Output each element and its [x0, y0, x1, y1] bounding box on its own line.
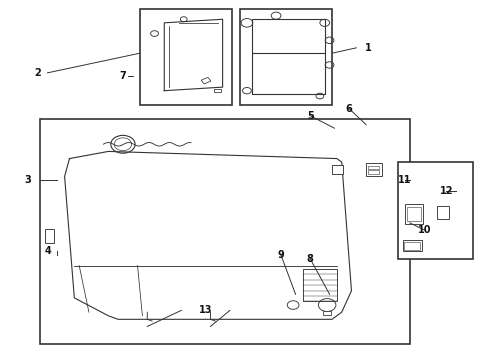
Bar	[45, 229, 54, 243]
Text: 11: 11	[397, 175, 411, 185]
Text: 1: 1	[365, 43, 371, 53]
Bar	[404, 204, 423, 224]
Bar	[368, 170, 378, 174]
Bar	[214, 89, 221, 93]
Text: 5: 5	[306, 111, 313, 121]
Text: 10: 10	[417, 225, 430, 235]
Bar	[201, 77, 210, 84]
Bar	[239, 9, 331, 105]
Text: 3: 3	[25, 175, 31, 185]
Bar	[331, 165, 342, 174]
Text: 13: 13	[199, 305, 212, 315]
Text: 8: 8	[306, 253, 313, 264]
Text: 6: 6	[345, 104, 352, 113]
Bar	[404, 242, 419, 250]
Bar	[40, 119, 409, 344]
Bar	[140, 9, 232, 105]
Bar	[397, 162, 472, 258]
Text: 7: 7	[120, 71, 126, 81]
Bar	[407, 207, 420, 221]
Bar	[323, 311, 330, 315]
Text: 4: 4	[44, 247, 51, 256]
Bar	[436, 206, 448, 219]
Text: 12: 12	[439, 186, 452, 196]
Bar	[302, 269, 336, 301]
Bar	[366, 163, 381, 176]
Text: 2: 2	[35, 68, 41, 78]
Bar	[368, 166, 378, 169]
Text: 9: 9	[277, 250, 284, 260]
Bar	[402, 240, 421, 251]
